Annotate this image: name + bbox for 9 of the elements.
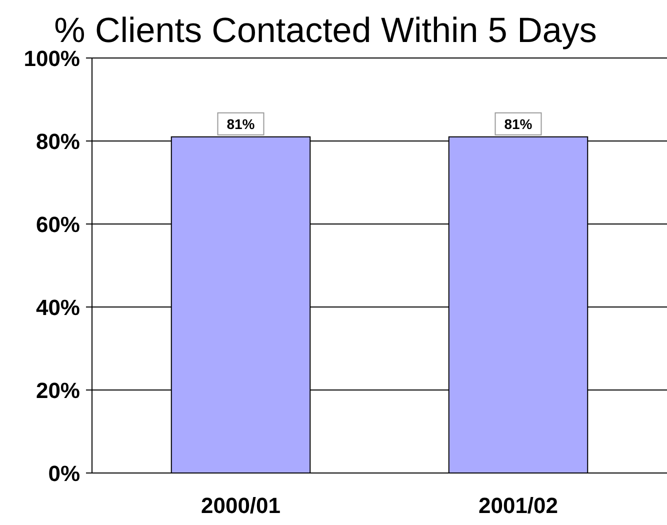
y-tick-label: 80% (36, 129, 80, 154)
y-tick-label: 20% (36, 378, 80, 403)
data-label: 81% (226, 116, 256, 132)
y-tick-label: 40% (36, 295, 80, 320)
x-tick-label: 2001/02 (478, 493, 558, 518)
y-tick-label: 0% (48, 461, 80, 486)
x-tick-label: 2000/01 (200, 493, 281, 518)
data-label: 81% (504, 116, 533, 132)
y-tick-label: 60% (36, 212, 80, 237)
